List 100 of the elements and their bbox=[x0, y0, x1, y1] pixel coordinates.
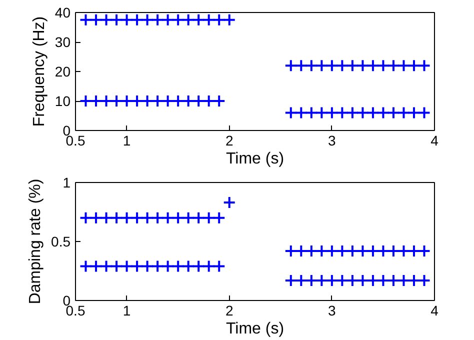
point bbox=[192, 13, 206, 26]
point bbox=[130, 211, 144, 224]
point bbox=[418, 274, 431, 287]
point bbox=[356, 106, 370, 120]
point bbox=[172, 260, 185, 273]
point bbox=[366, 106, 380, 120]
x-tick-label: 4 bbox=[430, 132, 439, 148]
point bbox=[366, 244, 380, 258]
point bbox=[182, 13, 195, 26]
y-tick-label: 30 bbox=[54, 34, 71, 50]
point bbox=[212, 94, 226, 108]
point bbox=[90, 260, 103, 273]
point bbox=[407, 59, 420, 72]
point bbox=[182, 211, 195, 224]
y-tick-label: 20 bbox=[54, 64, 71, 80]
point bbox=[315, 244, 328, 258]
point bbox=[294, 59, 308, 72]
point bbox=[325, 244, 338, 258]
point bbox=[130, 13, 144, 26]
point bbox=[346, 274, 359, 287]
point bbox=[325, 274, 338, 287]
point bbox=[407, 274, 420, 287]
point bbox=[100, 211, 113, 224]
point bbox=[284, 106, 298, 120]
point bbox=[304, 244, 318, 258]
point bbox=[386, 106, 400, 120]
point bbox=[304, 59, 318, 72]
y-axis-title: Damping rate (%) bbox=[27, 178, 44, 304]
point bbox=[397, 244, 410, 258]
point bbox=[161, 13, 174, 26]
point bbox=[202, 13, 216, 26]
point bbox=[284, 274, 298, 287]
point bbox=[366, 274, 380, 287]
point bbox=[151, 211, 164, 224]
point bbox=[356, 244, 370, 258]
x-tick-label: 1 bbox=[122, 132, 131, 148]
point bbox=[386, 244, 400, 258]
point bbox=[192, 260, 206, 273]
point bbox=[79, 211, 92, 224]
y-axis-title: Frequency (Hz) bbox=[30, 16, 48, 127]
x-axis-title: Time (s) bbox=[226, 320, 284, 338]
x-tick-label: 2 bbox=[225, 302, 234, 318]
point bbox=[304, 274, 318, 287]
point bbox=[90, 94, 103, 108]
point bbox=[120, 211, 134, 224]
point bbox=[172, 13, 185, 26]
point bbox=[130, 260, 144, 273]
point bbox=[202, 94, 216, 108]
point bbox=[110, 94, 124, 108]
point bbox=[79, 260, 92, 273]
point bbox=[284, 244, 298, 258]
point bbox=[376, 244, 390, 258]
point bbox=[140, 211, 154, 224]
point bbox=[110, 211, 124, 224]
point bbox=[336, 106, 349, 120]
point bbox=[336, 59, 349, 72]
point bbox=[140, 13, 154, 26]
point bbox=[192, 94, 206, 108]
point bbox=[294, 244, 308, 258]
point bbox=[161, 211, 174, 224]
point bbox=[222, 13, 236, 26]
point bbox=[407, 106, 420, 120]
point bbox=[376, 59, 390, 72]
point bbox=[315, 274, 328, 287]
point bbox=[418, 59, 431, 72]
x-tick-label: 4 bbox=[430, 302, 439, 318]
point bbox=[192, 211, 206, 224]
point bbox=[397, 59, 410, 72]
point bbox=[110, 260, 124, 273]
point bbox=[336, 274, 349, 287]
point bbox=[130, 94, 144, 108]
x-tick-label: 3 bbox=[328, 132, 336, 148]
point bbox=[346, 106, 359, 120]
point bbox=[407, 244, 420, 258]
point bbox=[172, 211, 185, 224]
point bbox=[366, 59, 380, 72]
point bbox=[294, 274, 308, 287]
point bbox=[90, 13, 103, 26]
point bbox=[110, 13, 124, 26]
point bbox=[202, 211, 216, 224]
point bbox=[100, 94, 113, 108]
point bbox=[315, 106, 328, 120]
point bbox=[376, 274, 390, 287]
point bbox=[346, 59, 359, 72]
x-tick-label: 3 bbox=[328, 302, 336, 318]
point bbox=[356, 274, 370, 287]
point bbox=[182, 260, 195, 273]
point bbox=[315, 59, 328, 72]
point bbox=[336, 244, 349, 258]
point bbox=[120, 260, 134, 273]
point bbox=[161, 94, 174, 108]
point bbox=[151, 94, 164, 108]
x-tick-label: 1 bbox=[122, 302, 131, 318]
y-tick-label: 0.5 bbox=[51, 234, 71, 250]
point bbox=[418, 106, 431, 120]
point bbox=[202, 260, 216, 273]
y-tick-label: 10 bbox=[54, 93, 71, 109]
point bbox=[294, 106, 308, 120]
point bbox=[182, 94, 195, 108]
point bbox=[79, 13, 92, 26]
